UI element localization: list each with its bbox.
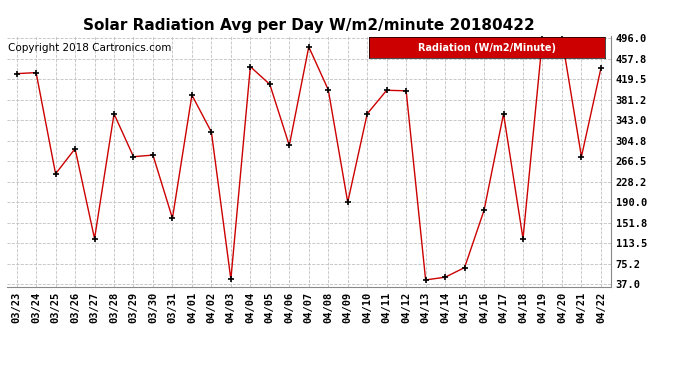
Title: Solar Radiation Avg per Day W/m2/minute 20180422: Solar Radiation Avg per Day W/m2/minute … <box>83 18 535 33</box>
Text: Copyright 2018 Cartronics.com: Copyright 2018 Cartronics.com <box>8 43 172 52</box>
